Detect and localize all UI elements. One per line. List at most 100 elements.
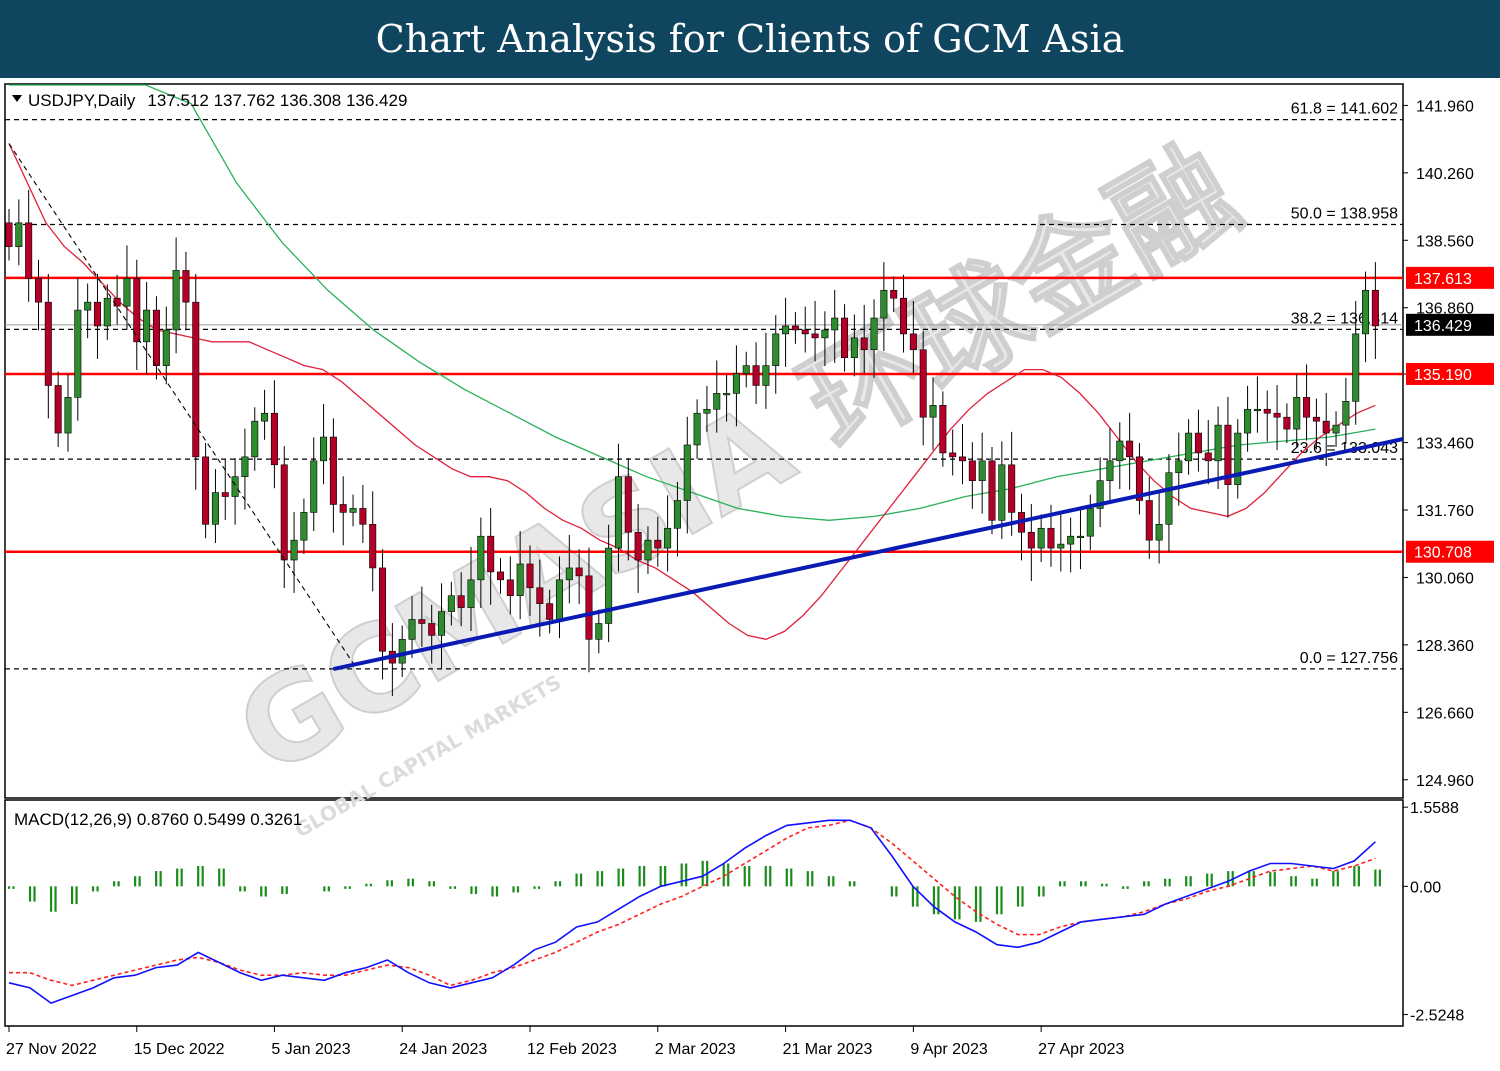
- candle-body: [1322, 420, 1330, 434]
- candle-body: [329, 436, 337, 505]
- candle-body: [821, 329, 829, 339]
- candle-body: [44, 301, 52, 386]
- candle-body: [428, 623, 436, 636]
- candle-body: [988, 460, 996, 521]
- candle-body: [526, 563, 534, 589]
- price-axis: 141.960 140.260 138.560 136.860 135.190 133.4…: [1403, 98, 1494, 790]
- fib-label-2: 38.2 = 136.314: [1291, 310, 1398, 327]
- candle-body: [1047, 527, 1055, 549]
- candle-body: [379, 567, 387, 652]
- time-tick-label-7: 9 Apr 2023: [910, 1041, 988, 1058]
- candle-body: [791, 325, 799, 331]
- candle-body: [1362, 289, 1370, 335]
- level-tag-bg-2: [1406, 540, 1494, 563]
- candle-body: [133, 278, 141, 343]
- candle-body: [320, 436, 328, 462]
- macd-panel: [4, 799, 1404, 1027]
- trendline: [8, 143, 1404, 672]
- price-tick-label-5: 133.460: [1416, 436, 1474, 453]
- macd-signal-line: [9, 819, 1376, 987]
- candle-body: [772, 333, 780, 366]
- candle-body: [634, 531, 642, 561]
- candle-body: [398, 639, 406, 664]
- candle-body: [516, 563, 524, 597]
- candle-body: [506, 579, 514, 597]
- price-tick-label-0: 141.960: [1416, 98, 1474, 115]
- candle-body: [1155, 523, 1163, 541]
- candle-body: [1244, 408, 1252, 434]
- candle-body: [1185, 432, 1193, 462]
- candle-body: [34, 278, 42, 303]
- candle-body: [673, 500, 681, 529]
- collapse-triangle-icon[interactable]: [12, 95, 22, 102]
- candle-body: [968, 460, 976, 481]
- candle-body: [84, 301, 92, 311]
- time-tick-label-2: 5 Jan 2023: [271, 1041, 350, 1058]
- candle-body: [664, 527, 672, 549]
- current-price-tag: 136.429: [1414, 318, 1472, 335]
- banner-title: Chart Analysis for Clients of GCM Asia: [0, 0, 1500, 78]
- candle-body: [949, 452, 957, 458]
- candle-body: [496, 571, 504, 581]
- macd-tick-label-0: 1.5588: [1410, 800, 1459, 817]
- macd-tick-label-1: 0.00: [1410, 879, 1441, 896]
- candle-body: [978, 460, 986, 481]
- candle-body: [575, 567, 583, 577]
- candle-body: [723, 393, 731, 396]
- macd-indicator: 1.5588 0.00 -2.5248: [7, 800, 1464, 1025]
- level-tag-1: 135.190: [1414, 367, 1472, 384]
- candle-body: [1106, 460, 1114, 481]
- candle-body: [408, 619, 416, 640]
- candle-body: [123, 278, 131, 307]
- candle-body: [998, 464, 1006, 521]
- candle-body: [811, 333, 819, 339]
- candle-body: [1076, 535, 1084, 539]
- candle-body: [192, 301, 200, 458]
- candle-body: [143, 309, 151, 343]
- candle-body: [919, 349, 927, 418]
- candle-body: [280, 464, 288, 561]
- candle-body: [880, 289, 888, 319]
- candle-body: [1371, 289, 1379, 327]
- candle-body: [1194, 432, 1202, 454]
- candle-body: [1332, 424, 1340, 434]
- candle-body: [93, 301, 101, 327]
- candle-body: [310, 460, 318, 513]
- candle-body: [841, 317, 849, 359]
- ma-slow-line: [9, 84, 1376, 521]
- time-tick-label-1: 15 Dec 2022: [134, 1041, 225, 1058]
- candle-body: [595, 623, 603, 640]
- time-axis: 27 Nov 2022 15 Dec 2022 5 Jan 2023 24 Jan 2…: [6, 1026, 1125, 1058]
- candle-body: [1303, 397, 1311, 418]
- candle-body: [801, 329, 809, 335]
- fib-label-1: 50.0 = 138.958: [1291, 205, 1398, 222]
- candle-body: [447, 595, 455, 612]
- candle-body: [15, 222, 23, 247]
- candle-body: [1086, 508, 1094, 537]
- time-tick-label-8: 27 Apr 2023: [1038, 1041, 1124, 1058]
- candle-body: [1283, 416, 1291, 430]
- candle-body: [1263, 408, 1271, 414]
- candle-body: [742, 365, 750, 374]
- candle-body: [565, 567, 573, 581]
- candle-body: [113, 297, 121, 307]
- candle-body: [251, 420, 259, 458]
- candle-body: [1145, 500, 1153, 541]
- candle-body: [64, 397, 72, 434]
- candle-body: [418, 619, 426, 624]
- candle-body: [359, 508, 367, 525]
- candles: [5, 189, 1379, 697]
- time-tick-label-6: 21 Mar 2023: [783, 1041, 873, 1058]
- candle-body: [1037, 527, 1045, 549]
- candle-body: [614, 476, 622, 549]
- time-tick-label-5: 2 Mar 2023: [655, 1041, 736, 1058]
- candle-body: [457, 595, 465, 608]
- candle-body: [1293, 397, 1301, 430]
- candle-body: [959, 456, 967, 462]
- candle-body: [1253, 408, 1261, 412]
- candle-body: [74, 309, 82, 398]
- candle-body: [762, 365, 770, 386]
- price-tick-label-1: 140.260: [1416, 166, 1474, 183]
